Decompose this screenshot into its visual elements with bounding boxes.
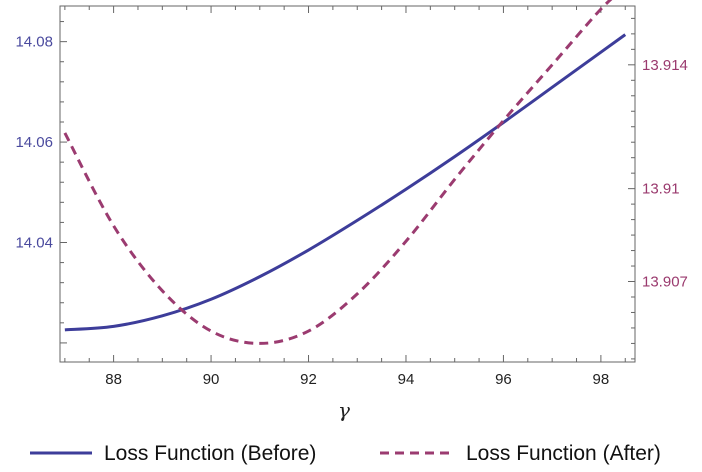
left-tick-label: 14.04 (15, 234, 53, 251)
legend-label-before: Loss Function (Before) (104, 442, 316, 465)
legend: Loss Function (Before) Loss Function (Af… (30, 442, 661, 465)
right-tick-label: 13.907 (642, 274, 688, 291)
x-axis-ticks: 88 90 92 94 96 98 (64, 6, 626, 388)
right-tick-label: 13.914 (642, 57, 688, 74)
left-tick-label: 14.08 (15, 34, 53, 51)
x-tick-label: 96 (495, 371, 512, 388)
series-line-after (63, 0, 613, 345)
x-tick-label: 98 (593, 371, 610, 388)
x-tick-label: 88 (105, 371, 122, 388)
x-axis-label: γ (338, 398, 350, 422)
left-tick-label: 14.06 (15, 134, 53, 151)
right-axis-ticks: 13.907 13.91 13.914 (628, 17, 688, 360)
x-tick-label: 94 (398, 371, 415, 388)
left-axis-ticks: 14.04 14.06 14.08 (15, 21, 67, 344)
series-line-before (64, 33, 627, 332)
x-tick-label: 90 (203, 371, 220, 388)
legend-label-after: Loss Function (After) (466, 442, 661, 465)
plot-frame (59, 5, 636, 363)
series-layer (63, 0, 627, 345)
right-tick-label: 13.91 (642, 181, 680, 198)
x-tick-label: 92 (300, 371, 317, 388)
